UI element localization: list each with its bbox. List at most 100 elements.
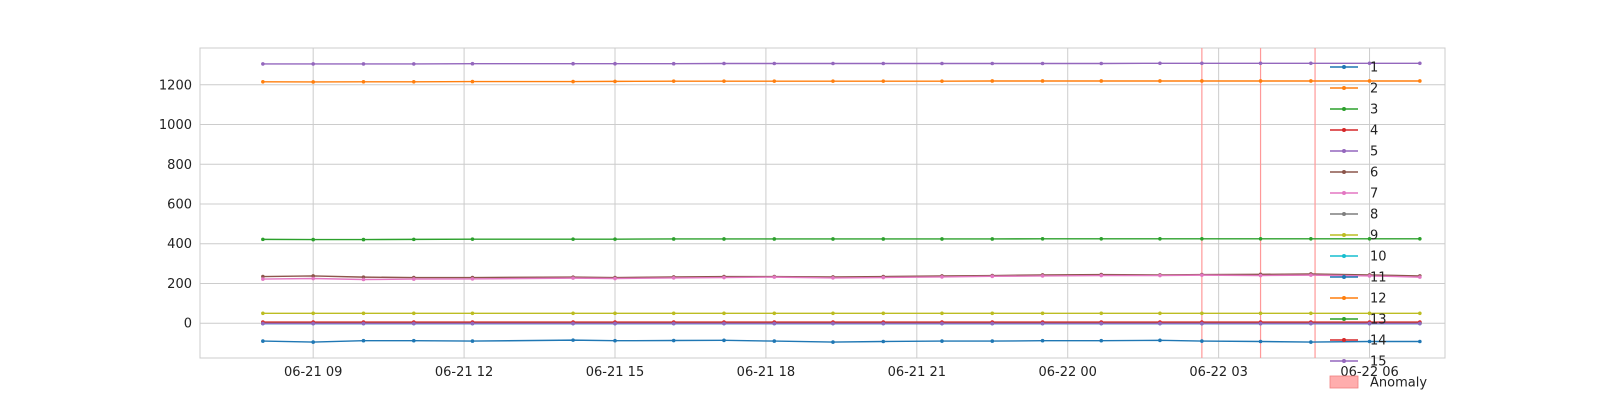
data-point [1200,236,1204,241]
data-point [361,338,366,343]
legend-label: 8 [1370,208,1378,223]
data-point [671,79,676,83]
data-point [831,321,835,326]
data-point [1309,321,1313,326]
legend-item-anomaly: Anomaly [1329,375,1427,391]
series-line [262,80,1420,83]
data-point [470,277,475,281]
data-point [311,321,315,326]
data-point [671,321,676,326]
data-point [470,339,475,343]
data-point [1367,311,1372,316]
legend-item: 6 [1330,166,1378,181]
data-point [311,311,315,316]
data-point [613,338,617,343]
data-point [671,61,676,66]
data-point [722,311,726,316]
data-point [722,275,726,280]
data-point [1158,321,1162,326]
data-point [411,338,416,343]
data-point [1367,339,1372,344]
data-point [311,276,315,281]
data-point [1158,311,1162,316]
legend-marker [1342,170,1346,174]
legend-anomaly-swatch [1329,375,1359,389]
data-point [571,311,575,316]
data-point [940,61,944,66]
grid-lines [200,48,1445,358]
legend-label: 1 [1370,61,1378,76]
data-point [990,321,995,326]
data-point [411,321,416,326]
data-point [881,61,886,66]
series-3 [261,236,1422,242]
series-line [262,274,1420,281]
data-point [1367,236,1372,241]
legend-label: 3 [1370,103,1378,118]
data-point [1309,61,1313,66]
data-point [772,61,777,66]
legend-item: 7 [1330,187,1378,202]
data-point [772,339,777,343]
data-point [261,274,265,279]
data-point [361,311,366,316]
series-line [262,339,1420,343]
data-point [722,338,726,343]
data-point [1309,340,1313,344]
data-point [831,79,835,83]
data-point [571,338,575,342]
data-point [990,237,995,241]
data-point [671,311,676,316]
data-point [571,237,575,241]
y-axis: 0 200 400 600 800 1000 1200 [159,78,192,331]
data-point [671,276,676,280]
data-point [411,79,416,84]
x-tick-label: 06-22 00 [1039,365,1097,380]
legend-marker [1342,254,1346,258]
legend-item: 1 [1330,61,1378,76]
y-tick-label: 200 [167,277,192,292]
data-point [1158,273,1162,278]
data-point [1040,338,1045,343]
data-point [411,277,416,281]
data-point [831,340,835,344]
data-point [1158,236,1162,241]
data-point [940,339,944,343]
x-tick-label: 06-21 18 [737,365,795,380]
series-5 [261,61,1422,66]
data-point [671,237,676,241]
data-point [722,61,726,66]
data-point [311,274,315,278]
data-point [361,237,366,242]
data-point [1418,321,1422,326]
legend-marker [1342,107,1346,111]
data-point [831,276,835,280]
data-point [1418,236,1422,241]
data-point [571,79,575,84]
legend-item: 14 [1330,334,1387,349]
legend-item: 2 [1330,82,1378,97]
data-point [772,311,777,316]
data-point [1158,338,1162,343]
data-point [881,79,886,83]
data-point [671,338,676,343]
x-tick-label: 06-21 12 [435,365,493,380]
series-line [262,62,1420,65]
data-point [361,62,366,66]
data-point [1040,61,1045,66]
data-point [311,237,315,242]
data-point [1099,273,1104,278]
data-point [411,311,416,316]
data-point [1099,311,1104,316]
data-point [1040,274,1045,278]
data-point [1040,236,1045,241]
data-point [1418,339,1422,344]
legend-marker [1342,233,1346,237]
data-point [1099,321,1104,326]
legend-item: 12 [1330,292,1387,307]
data-point [1200,79,1204,83]
data-point [1309,236,1313,241]
legend-label: 2 [1370,82,1378,97]
data-point [470,311,475,316]
data-point [1258,79,1263,83]
